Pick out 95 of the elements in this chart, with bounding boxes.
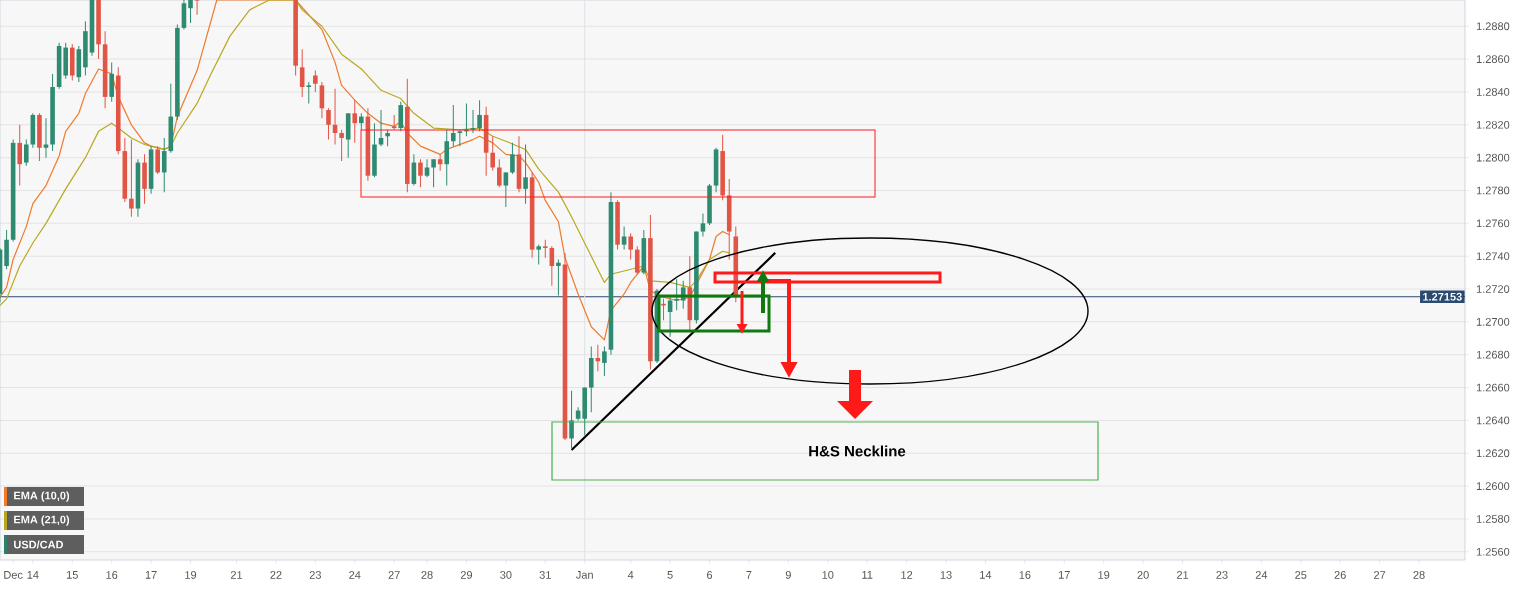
x-tick-label: 27 bbox=[1374, 571, 1386, 579]
y-tick-label: 1.2600 bbox=[1476, 482, 1510, 490]
y-tick-label: 1.2880 bbox=[1476, 22, 1510, 31]
candlestick bbox=[490, 135, 496, 172]
candlestick bbox=[109, 61, 114, 103]
candlestick bbox=[155, 145, 160, 175]
candlestick bbox=[194, 0, 200, 16]
x-tick-label: 28 bbox=[421, 571, 433, 579]
candlestick bbox=[313, 70, 318, 93]
x-tick-label: 24 bbox=[349, 571, 361, 579]
x-tick-label: 11 bbox=[862, 571, 873, 579]
y-tick-label: 1.2860 bbox=[1476, 55, 1510, 63]
candlestick bbox=[556, 258, 561, 297]
candlestick bbox=[569, 390, 574, 449]
candlestick bbox=[523, 144, 528, 205]
candlestick bbox=[621, 226, 627, 251]
y-tick-label: 1.2720 bbox=[1476, 285, 1510, 293]
y-tick-label: 1.2780 bbox=[1476, 186, 1510, 195]
candlestick bbox=[306, 81, 312, 104]
y-tick-label: 1.2680 bbox=[1476, 350, 1510, 359]
x-tick-label: 12 bbox=[901, 571, 913, 579]
y-tick-label: 1.2840 bbox=[1476, 88, 1510, 96]
y-tick-label: 1.2800 bbox=[1476, 153, 1510, 162]
x-tick-label: 5 bbox=[667, 571, 673, 579]
x-tick-label: 21 bbox=[230, 571, 243, 579]
x-tick-label: 19 bbox=[1098, 571, 1110, 579]
x-tick-label: 7 bbox=[746, 571, 752, 579]
candlestick bbox=[17, 124, 23, 187]
candlestick bbox=[451, 104, 456, 147]
x-tick-label: Dec bbox=[4, 571, 23, 579]
legend-label: EMA (10,0) bbox=[14, 491, 70, 502]
candlestick bbox=[457, 129, 463, 147]
x-tick-label: 30 bbox=[500, 571, 512, 579]
candlestick bbox=[503, 171, 509, 208]
x-tick-label: 17 bbox=[1059, 571, 1070, 579]
x-tick-label: 22 bbox=[270, 571, 282, 579]
x-tick-label: 20 bbox=[1137, 571, 1149, 579]
x-tick-label: 31 bbox=[539, 571, 551, 579]
candlestick bbox=[129, 139, 134, 218]
candlestick bbox=[674, 278, 679, 311]
candlestick bbox=[352, 99, 358, 144]
y-tick-label: 1.2740 bbox=[1476, 252, 1510, 261]
candlestick bbox=[418, 158, 423, 188]
legend-label: USD/CAD bbox=[14, 540, 64, 549]
candlestick bbox=[542, 239, 548, 259]
x-tick-label: Jan bbox=[575, 571, 593, 579]
y-tick-label: 1.2760 bbox=[1476, 219, 1510, 228]
candlestick bbox=[23, 139, 29, 167]
legend-label: EMA (21,0) bbox=[14, 515, 70, 526]
x-tick-label: 14 bbox=[980, 571, 992, 579]
x-tick-label: 16 bbox=[106, 571, 118, 579]
y-tick-label: 1.2660 bbox=[1476, 383, 1510, 392]
candlestick bbox=[431, 158, 436, 188]
candlestick bbox=[628, 232, 633, 260]
annotation: H&S Neckline bbox=[809, 445, 906, 457]
ref-line-label: 1.27153 bbox=[1423, 292, 1462, 301]
x-tick-label: 9 bbox=[785, 571, 791, 579]
x-tick-label: 21 bbox=[1176, 571, 1189, 579]
candlestick bbox=[444, 129, 450, 187]
x-tick-label: 26 bbox=[1334, 571, 1346, 579]
x-tick-label: 15 bbox=[67, 571, 78, 579]
candlestick bbox=[536, 244, 542, 265]
y-tick-label: 1.2700 bbox=[1476, 317, 1510, 326]
y-tick-label: 1.2640 bbox=[1476, 416, 1510, 425]
candlestick bbox=[602, 346, 607, 377]
candlestick bbox=[398, 101, 404, 132]
candlestick bbox=[634, 245, 640, 275]
candlestick bbox=[188, 0, 193, 24]
candlestick bbox=[700, 212, 706, 237]
candlestick bbox=[477, 99, 482, 132]
x-tick-label: 28 bbox=[1413, 571, 1425, 579]
x-tick-label: 27 bbox=[388, 571, 400, 579]
candlestick bbox=[378, 109, 384, 147]
y-tick-label: 1.2620 bbox=[1476, 449, 1510, 458]
x-tick-label: 16 bbox=[1019, 571, 1031, 579]
x-tick-label: 24 bbox=[1255, 571, 1268, 579]
x-tick-label: 19 bbox=[185, 571, 197, 579]
candlestick bbox=[326, 107, 331, 141]
x-tick-label: 10 bbox=[822, 571, 834, 579]
x-tick-label: 23 bbox=[309, 571, 321, 579]
candlestick bbox=[161, 137, 167, 193]
y-tick-label: 1.2560 bbox=[1476, 547, 1510, 556]
y-tick-label: 1.2820 bbox=[1476, 120, 1510, 129]
x-tick-label: 4 bbox=[627, 571, 634, 579]
x-tick-label: 25 bbox=[1295, 571, 1307, 579]
y-tick-label: 1.2580 bbox=[1476, 515, 1510, 523]
x-tick-label: 17 bbox=[145, 571, 157, 579]
candlestick bbox=[339, 129, 344, 162]
x-tick-label: 29 bbox=[460, 571, 473, 579]
candlestick bbox=[510, 142, 515, 175]
x-tick-label: 6 bbox=[707, 571, 713, 579]
candlestick bbox=[496, 158, 502, 188]
x-tick-label: 14 bbox=[27, 571, 39, 579]
x-tick-label: 13 bbox=[940, 571, 952, 579]
x-tick-label: 23 bbox=[1216, 571, 1228, 579]
